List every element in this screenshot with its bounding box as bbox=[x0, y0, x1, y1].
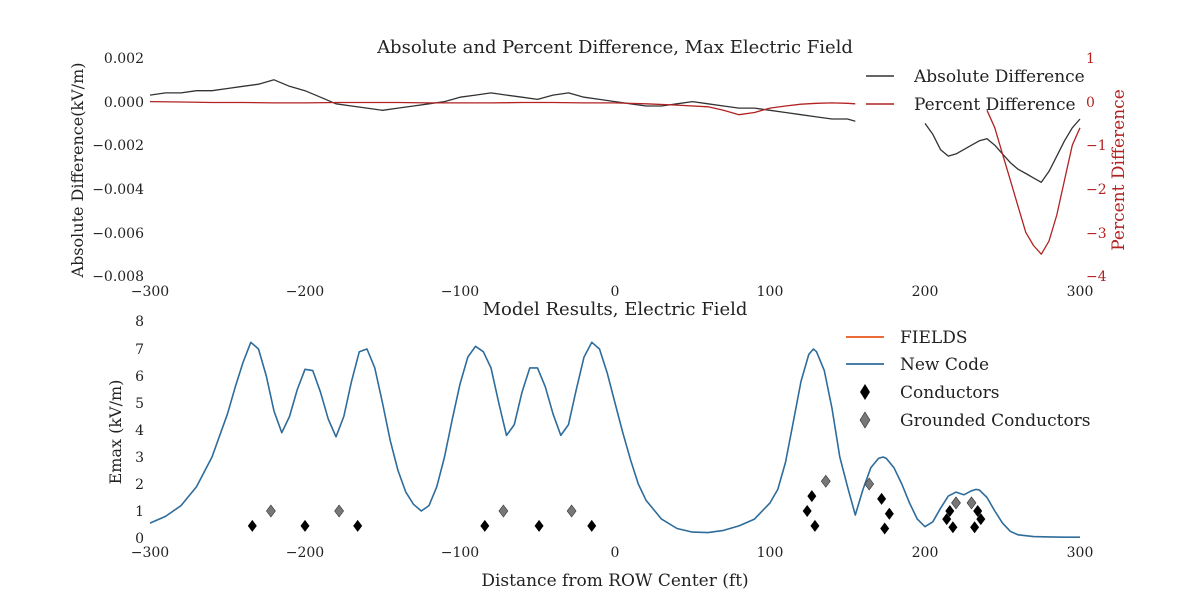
conductor-marker bbox=[300, 519, 310, 532]
conductor-marker bbox=[247, 519, 257, 532]
bottom-chart-series bbox=[149, 341, 1080, 538]
bottom-chart-y-ticks: 0 1 2 3 4 5 6 7 8 bbox=[135, 314, 144, 547]
bottom-chart-x-ticks: −300 −200 −100 0 100 200 300 bbox=[131, 545, 1094, 561]
grounded-conductor-marker bbox=[266, 504, 276, 518]
conductor-marker bbox=[880, 522, 890, 535]
top-y2-tick: −1 bbox=[1086, 138, 1107, 154]
bottom-chart-x-axis-label: Distance from ROW Center (ft) bbox=[481, 571, 748, 591]
conductor-marker bbox=[945, 505, 955, 517]
legend-swatch-grounded bbox=[859, 411, 871, 429]
percent-difference-line bbox=[986, 110, 1081, 255]
bottom-y-tick: 3 bbox=[135, 450, 144, 466]
conductor-marker bbox=[884, 507, 894, 520]
top-x-tick: −300 bbox=[131, 284, 169, 300]
conductor-marker bbox=[587, 519, 597, 532]
bottom-chart-legend: FIELDS New Code Conductors Grounded Cond… bbox=[846, 328, 1091, 431]
bottom-y-tick: 1 bbox=[135, 504, 144, 520]
grounded-conductor-marker bbox=[951, 496, 961, 510]
top-chart: Absolute and Percent Difference, Max Ele… bbox=[68, 37, 1129, 300]
grounded-conductor-marker bbox=[334, 504, 344, 518]
conductor-marker bbox=[970, 521, 980, 534]
top-y2-tick: −2 bbox=[1086, 182, 1107, 198]
conductor-marker bbox=[807, 490, 817, 503]
top-chart-y-ticks: 0.002 0.000 −0.002 −0.004 −0.006 −0.008 bbox=[92, 51, 144, 285]
bottom-y-tick: 5 bbox=[135, 396, 144, 412]
bottom-x-tick: 300 bbox=[1067, 545, 1094, 561]
top-y-tick: −0.004 bbox=[92, 182, 144, 198]
conductor-marker bbox=[534, 519, 544, 532]
absolute-difference-line bbox=[149, 79, 856, 122]
top-y2-tick: 1 bbox=[1086, 51, 1095, 67]
legend-swatch-conductors bbox=[860, 384, 870, 400]
top-x-tick: 0 bbox=[611, 284, 620, 300]
conductor-marker bbox=[480, 519, 490, 532]
top-x-tick: −200 bbox=[286, 284, 324, 300]
grounded-conductor-marker bbox=[566, 504, 577, 518]
legend-label-fields: FIELDS bbox=[900, 328, 968, 348]
top-y2-tick: −4 bbox=[1086, 269, 1107, 285]
top-y-tick: −0.008 bbox=[92, 269, 144, 285]
top-chart-legend: Absolute Difference Percent Difference bbox=[866, 67, 1085, 115]
bottom-x-tick: −300 bbox=[131, 545, 169, 561]
percent-difference-line bbox=[149, 100, 856, 116]
bottom-x-tick: 0 bbox=[611, 545, 620, 561]
grounded-conductor-marker bbox=[864, 477, 875, 491]
grounded-conductor-marker bbox=[820, 474, 831, 488]
conductor-marker bbox=[948, 521, 958, 534]
conductor-marker bbox=[877, 492, 887, 505]
bottom-y-tick: 4 bbox=[135, 423, 144, 439]
bottom-x-tick: 100 bbox=[757, 545, 784, 561]
grounded-conductor-marker bbox=[498, 504, 509, 518]
top-x-tick: 200 bbox=[912, 284, 939, 300]
top-chart-series bbox=[149, 79, 1081, 255]
conductor-marker bbox=[802, 505, 812, 517]
top-chart-y2-axis-label: Percent Difference bbox=[1109, 89, 1129, 251]
top-chart-y2-ticks: 1 0 −1 −2 −3 −4 bbox=[1086, 51, 1107, 285]
top-chart-title: Absolute and Percent Difference, Max Ele… bbox=[376, 37, 853, 58]
bottom-chart: Model Results, Electric Field Emax (kV/m… bbox=[106, 299, 1093, 591]
bottom-y-tick: 0 bbox=[135, 531, 144, 547]
top-x-tick: −100 bbox=[441, 284, 479, 300]
bottom-chart-markers bbox=[247, 474, 986, 535]
top-y-tick: −0.002 bbox=[92, 138, 144, 154]
conductor-marker bbox=[973, 505, 983, 517]
conductor-marker bbox=[353, 519, 363, 532]
bottom-y-tick: 8 bbox=[135, 314, 144, 330]
grounded-conductor-marker bbox=[966, 496, 977, 510]
legend-label-new-code: New Code bbox=[900, 355, 989, 375]
legend-label-absolute: Absolute Difference bbox=[913, 67, 1085, 87]
legend-label-conductors: Conductors bbox=[900, 383, 999, 403]
top-legend-background bbox=[858, 62, 920, 118]
bottom-y-tick: 2 bbox=[135, 477, 144, 493]
conductor-marker bbox=[810, 519, 820, 532]
top-x-tick: 100 bbox=[757, 284, 784, 300]
bottom-y-tick: 7 bbox=[135, 342, 144, 358]
new-code-line bbox=[149, 341, 1080, 538]
legend-label-percent: Percent Difference bbox=[914, 95, 1076, 115]
bottom-x-tick: 200 bbox=[912, 545, 939, 561]
bottom-chart-title: Model Results, Electric Field bbox=[483, 299, 748, 320]
top-chart-x-ticks: −300 −200 −100 0 100 200 300 bbox=[131, 284, 1094, 300]
top-y-tick: −0.006 bbox=[92, 226, 144, 242]
bottom-y-tick: 6 bbox=[135, 369, 144, 385]
top-y-tick: 0.002 bbox=[104, 51, 144, 67]
bottom-x-tick: −200 bbox=[286, 545, 324, 561]
top-y2-tick: 0 bbox=[1086, 95, 1095, 111]
bottom-chart-y-axis-label: Emax (kV/m) bbox=[106, 380, 125, 485]
conductor-marker bbox=[976, 513, 986, 526]
conductor-marker bbox=[942, 513, 952, 526]
bottom-x-tick: −100 bbox=[441, 545, 479, 561]
legend-label-grounded: Grounded Conductors bbox=[900, 411, 1091, 431]
top-y2-tick: −3 bbox=[1086, 226, 1107, 242]
top-y-tick: 0.000 bbox=[104, 95, 144, 111]
top-x-tick: 300 bbox=[1067, 284, 1094, 300]
top-chart-y-axis-label: Absolute Difference(kV/m) bbox=[68, 63, 87, 279]
